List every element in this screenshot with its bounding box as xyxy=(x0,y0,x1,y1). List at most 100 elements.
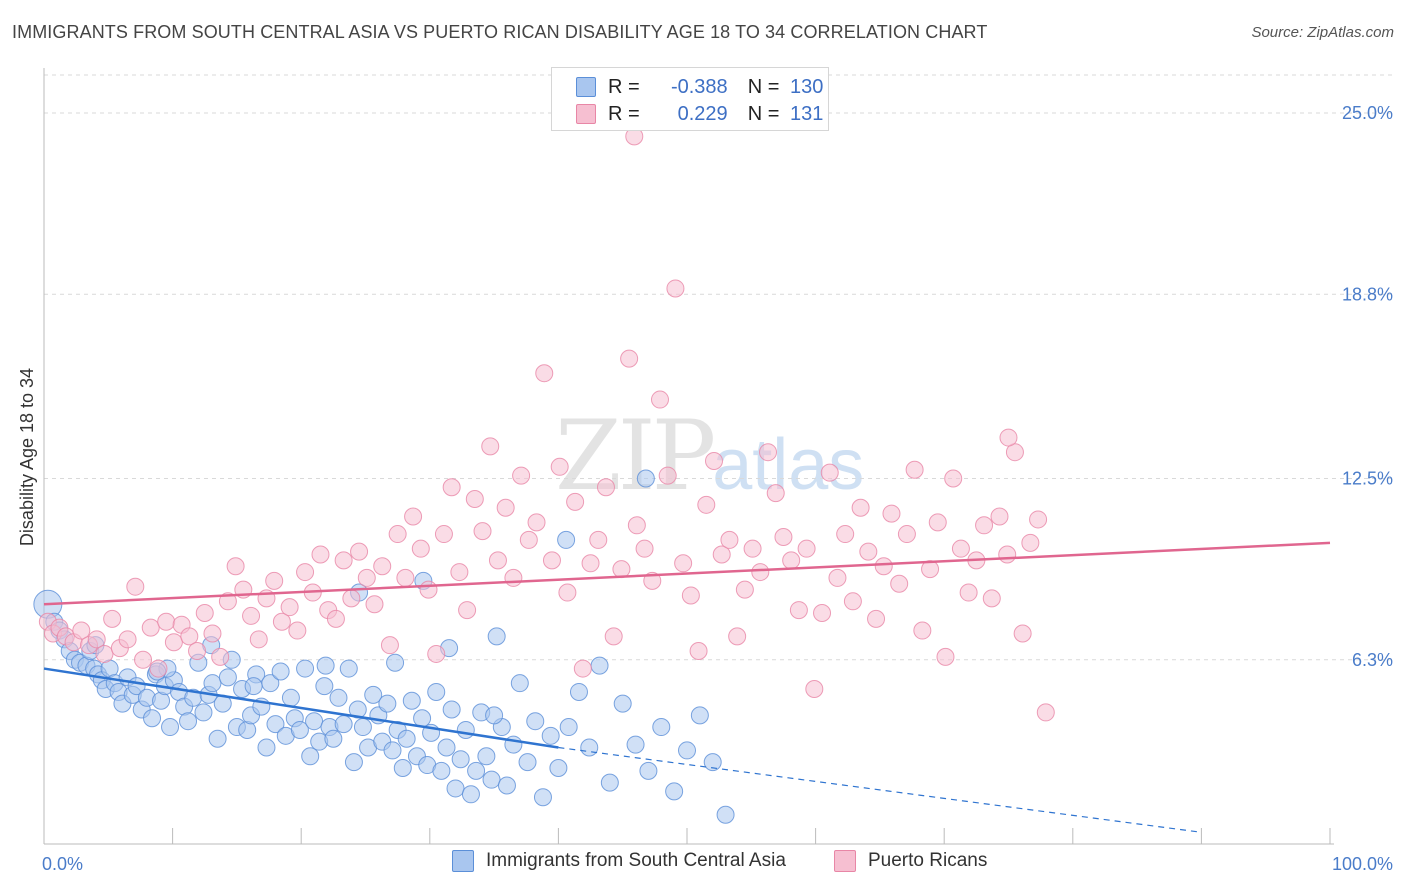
pink-point-32 xyxy=(280,598,299,617)
pink-point-112 xyxy=(897,525,916,544)
blue-point-126 xyxy=(386,653,405,672)
blue-point-102 xyxy=(549,758,568,777)
blue-point-85 xyxy=(446,779,465,798)
pink-point-63 xyxy=(519,530,538,549)
blue-point-112 xyxy=(665,782,684,801)
pink-point-90 xyxy=(728,627,747,646)
blue-point-105 xyxy=(580,738,599,757)
blue-point-84 xyxy=(442,700,461,719)
blue-point-91 xyxy=(477,747,496,766)
blue-point-108 xyxy=(613,694,632,713)
legend-r-label-blue: R = xyxy=(608,75,640,98)
pink-point-57 xyxy=(473,522,492,541)
pink-point-40 xyxy=(342,589,361,608)
pink-point-122 xyxy=(975,516,994,535)
blue-point-75 xyxy=(397,729,416,748)
pink-point-100 xyxy=(805,680,824,699)
blue-point-125 xyxy=(316,656,335,675)
pink-point-52 xyxy=(434,525,453,544)
pink-point-8 xyxy=(95,644,114,663)
pink-point-60 xyxy=(496,498,515,517)
pink-point-64 xyxy=(527,513,546,532)
blue-point-110 xyxy=(639,761,658,780)
pink-point-44 xyxy=(373,557,392,576)
blue-point-72 xyxy=(383,741,402,760)
pink-point-62 xyxy=(512,466,531,485)
pink-point-80 xyxy=(650,390,669,409)
bottom-legend-swatch-pink xyxy=(834,850,856,872)
pink-point-15 xyxy=(149,659,168,678)
blue-point-103 xyxy=(559,718,578,737)
pink-point-96 xyxy=(774,527,793,546)
blue-point-109 xyxy=(626,735,645,754)
pink-point-13 xyxy=(134,650,153,669)
blue-point-64 xyxy=(344,753,363,772)
pink-point-21 xyxy=(195,604,214,623)
blue-point-30 xyxy=(179,712,198,731)
blue-point-48 xyxy=(266,715,285,734)
pink-point-23 xyxy=(211,647,230,666)
y-tick-label-2: 18.8% xyxy=(1342,284,1393,304)
pink-point-38 xyxy=(326,609,345,628)
blue-point-111 xyxy=(652,718,671,737)
x-tick-label-0: 0.0% xyxy=(42,854,83,874)
pink-point-9 xyxy=(103,609,122,628)
blue-point-71 xyxy=(378,694,397,713)
blue-point-107 xyxy=(600,773,619,792)
blue-point-66 xyxy=(353,718,372,737)
blue-point-99 xyxy=(526,712,545,731)
bottom-legend-label-pink: Puerto Ricans xyxy=(868,850,988,871)
pink-point-69 xyxy=(566,492,585,511)
pink-point-115 xyxy=(921,560,940,579)
pink-point-93 xyxy=(751,563,770,582)
pink-point-89 xyxy=(720,530,739,549)
blue-point-78 xyxy=(413,709,432,728)
pink-point-58 xyxy=(481,437,500,456)
pink-point-17 xyxy=(164,633,183,652)
pink-point-42 xyxy=(357,568,376,587)
pink-point-54 xyxy=(450,563,469,582)
blue-point-76 xyxy=(402,691,421,710)
blue-point-116 xyxy=(716,805,735,824)
blue-point-115 xyxy=(703,753,722,772)
pink-point-20 xyxy=(188,642,207,661)
pink-point-116 xyxy=(928,513,947,532)
pink-point-111 xyxy=(890,574,909,593)
pink-point-41 xyxy=(350,542,369,561)
pink-point-91 xyxy=(735,580,754,599)
y-tick-label-1: 12.5% xyxy=(1342,469,1393,489)
pink-point-82 xyxy=(666,279,685,298)
blue-point-97 xyxy=(510,674,529,693)
pink-point-49 xyxy=(411,539,430,558)
y-axis-label: Disability Age 18 to 34 xyxy=(17,368,37,546)
blue-point-106 xyxy=(590,656,609,675)
pink-point-68 xyxy=(558,583,577,602)
pink-point-31 xyxy=(272,612,291,631)
pink-point-39 xyxy=(334,551,353,570)
pink-point-119 xyxy=(951,539,970,558)
pink-point-125 xyxy=(998,545,1017,564)
blue-point-62 xyxy=(334,715,353,734)
pink-point-71 xyxy=(581,554,600,573)
legend-r-value-blue: -0.388 xyxy=(670,75,728,98)
pink-point-84 xyxy=(681,586,700,605)
pink-point-43 xyxy=(365,595,384,614)
pink-point-34 xyxy=(296,563,315,582)
y-tick-label-0: 6.3% xyxy=(1352,650,1393,670)
watermark-zip: ZIP xyxy=(555,400,716,512)
pink-point-117 xyxy=(936,647,955,666)
pink-point-102 xyxy=(820,463,839,482)
pink-point-56 xyxy=(465,489,484,508)
pink-point-24 xyxy=(218,592,237,611)
pink-point-14 xyxy=(141,618,160,637)
pink-point-27 xyxy=(242,606,261,625)
blue-point-74 xyxy=(393,758,412,777)
pink-point-50 xyxy=(419,580,438,599)
blue-point-86 xyxy=(451,750,470,769)
blue-point-61 xyxy=(329,688,348,707)
pink-point-28 xyxy=(249,630,268,649)
pink-point-105 xyxy=(843,592,862,611)
x-tick-label-1: 100.0% xyxy=(1332,854,1393,874)
blue-point-100 xyxy=(533,788,552,807)
